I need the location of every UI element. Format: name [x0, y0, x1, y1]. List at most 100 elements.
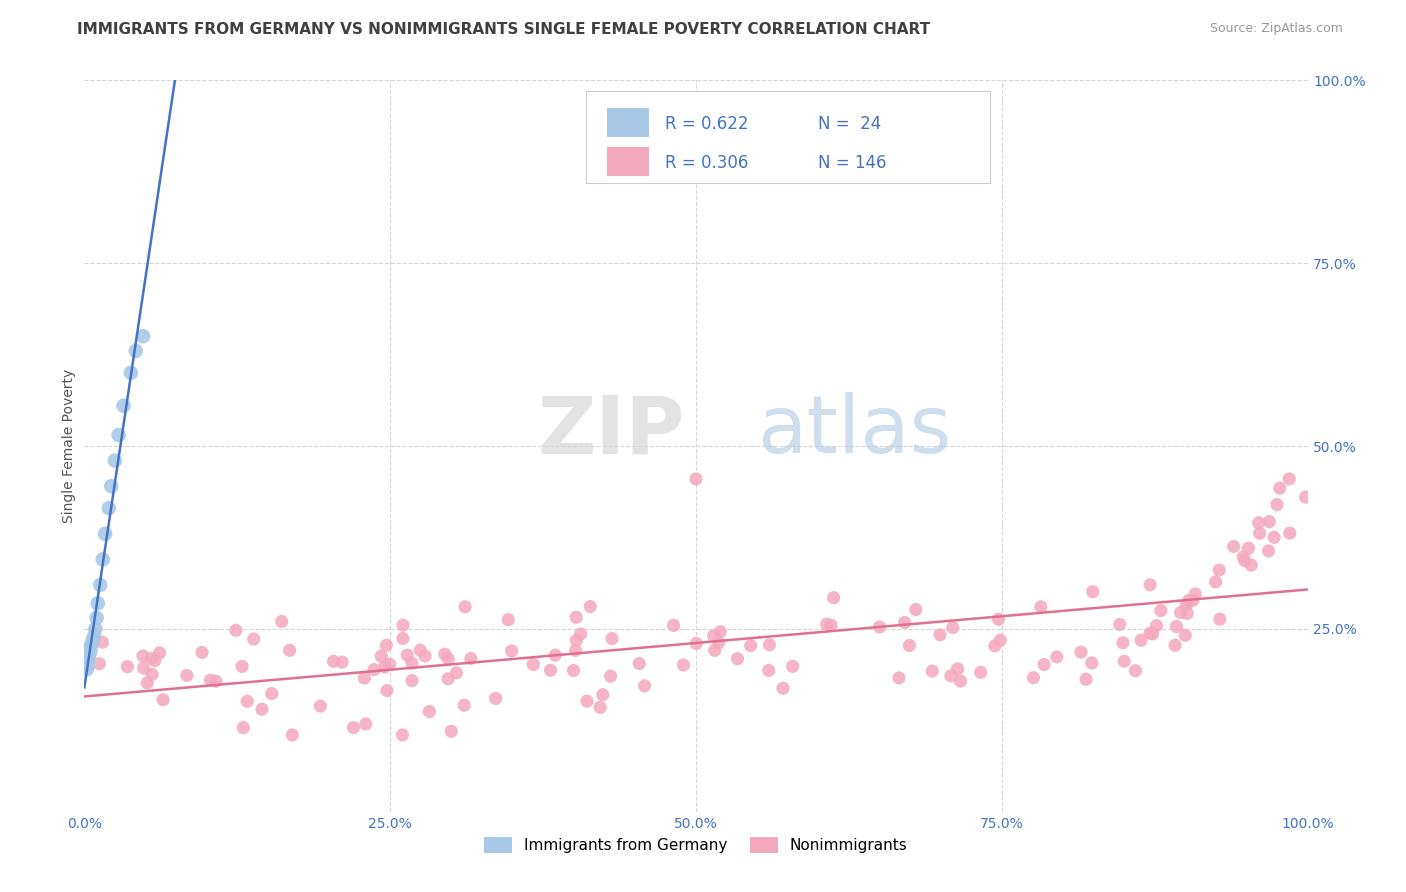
Point — [904, 602, 927, 616]
Point — [91, 552, 114, 566]
Point — [1222, 540, 1244, 554]
Point — [77, 648, 100, 662]
Point — [1174, 628, 1197, 642]
Point — [330, 655, 353, 669]
Point — [939, 669, 962, 683]
Point — [1114, 654, 1136, 668]
Point — [485, 691, 508, 706]
Text: atlas: atlas — [758, 392, 952, 470]
Point — [149, 646, 172, 660]
Point — [815, 617, 838, 632]
Point — [1139, 626, 1161, 640]
Point — [104, 453, 127, 467]
Point — [1070, 645, 1092, 659]
Point — [392, 618, 415, 632]
Point — [672, 657, 695, 672]
Point — [91, 635, 114, 649]
Point — [396, 648, 419, 662]
Point — [1112, 636, 1135, 650]
Point — [84, 622, 107, 636]
Point — [1278, 472, 1301, 486]
Point — [949, 673, 972, 688]
Point — [988, 633, 1011, 648]
Point — [236, 694, 259, 708]
Point — [242, 632, 264, 646]
Point — [112, 399, 135, 413]
Point — [94, 526, 117, 541]
Point — [454, 599, 477, 614]
Point — [579, 599, 602, 614]
Point — [942, 621, 965, 635]
Point — [87, 596, 110, 610]
Point — [1029, 599, 1052, 614]
Point — [120, 366, 142, 380]
Point — [80, 636, 103, 650]
Point — [1139, 578, 1161, 592]
Text: ZIP: ZIP — [537, 392, 685, 470]
Point — [309, 699, 332, 714]
Point — [599, 669, 621, 683]
Point — [1263, 530, 1285, 544]
Point — [89, 578, 111, 592]
Text: Source: ZipAtlas.com: Source: ZipAtlas.com — [1209, 22, 1343, 36]
Text: N = 146: N = 146 — [818, 154, 887, 172]
Point — [77, 655, 100, 669]
Point — [117, 659, 139, 673]
Point — [740, 639, 762, 653]
Point — [564, 643, 586, 657]
Point — [1125, 664, 1147, 678]
Point — [898, 639, 921, 653]
Point — [1170, 606, 1192, 620]
Bar — [606, 147, 650, 176]
Point — [820, 618, 842, 632]
Point — [342, 721, 364, 735]
Point — [782, 659, 804, 673]
Point — [1233, 554, 1256, 568]
Point — [125, 343, 148, 358]
Point — [628, 657, 651, 671]
Point — [141, 667, 163, 681]
Point — [107, 428, 129, 442]
Point — [772, 681, 794, 696]
Point — [225, 624, 247, 638]
Point — [250, 702, 273, 716]
Point — [200, 673, 222, 687]
Point — [758, 638, 780, 652]
Point — [1166, 619, 1188, 633]
Point — [76, 662, 98, 676]
Point — [1130, 633, 1153, 648]
Point — [440, 724, 463, 739]
Point — [132, 661, 155, 675]
Point — [1247, 516, 1270, 530]
Point — [152, 692, 174, 706]
Point — [565, 633, 588, 648]
Point — [1237, 541, 1260, 556]
Point — [758, 664, 780, 678]
Point — [1081, 584, 1104, 599]
Point — [1240, 558, 1263, 573]
Point — [984, 639, 1007, 653]
Point — [176, 668, 198, 682]
Point — [1209, 612, 1232, 626]
Point — [823, 591, 845, 605]
Point — [322, 654, 344, 668]
Point — [589, 700, 612, 714]
Point — [1081, 656, 1104, 670]
Point — [77, 658, 100, 673]
Point — [231, 659, 253, 673]
Point — [662, 618, 685, 632]
Point — [600, 632, 623, 646]
Point — [1177, 593, 1199, 607]
Point — [143, 654, 166, 668]
Point — [703, 643, 725, 657]
Text: IMMIGRANTS FROM GERMANY VS NONIMMIGRANTS SINGLE FEMALE POVERTY CORRELATION CHART: IMMIGRANTS FROM GERMANY VS NONIMMIGRANTS… — [77, 22, 931, 37]
Point — [987, 612, 1010, 626]
Point — [969, 665, 991, 680]
Point — [592, 688, 614, 702]
Text: R = 0.306: R = 0.306 — [665, 154, 749, 172]
Point — [1150, 603, 1173, 617]
Bar — [606, 108, 650, 137]
Point — [453, 698, 475, 713]
Point — [1258, 515, 1281, 529]
Text: R = 0.622: R = 0.622 — [665, 115, 749, 133]
